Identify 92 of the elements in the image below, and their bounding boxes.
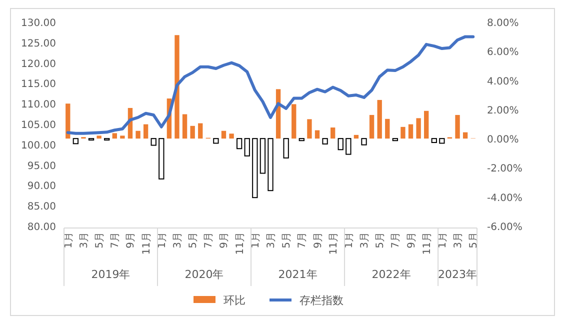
x-tick-label: 9月 (312, 232, 324, 248)
bar (322, 138, 328, 144)
bar (252, 138, 258, 198)
bar (198, 123, 203, 139)
y-tick-label: 85.00 (27, 202, 56, 213)
bar (346, 138, 352, 155)
y-tick-label: 105.00 (21, 120, 56, 131)
y2-tick-label: -6.00% (487, 222, 522, 233)
y-tick-label: 120.00 (21, 58, 56, 70)
y-tick-label: 100.00 (21, 140, 56, 152)
text: 2022年 (372, 268, 411, 281)
x-tick-label: 3月 (453, 232, 464, 248)
x-tick-label: 9月 (406, 232, 418, 248)
x-tick-label: 11月 (141, 232, 152, 255)
bar (330, 127, 336, 139)
legend-label: 存栏指数 (300, 294, 344, 307)
bar (369, 114, 374, 139)
text: 2020年 (184, 268, 224, 281)
bar (283, 138, 289, 158)
legend-label: 环比 (224, 294, 246, 307)
bar (424, 110, 429, 139)
y-tick-label: 110.00 (21, 100, 56, 111)
bar (96, 136, 102, 139)
y2-tick-label: 0.00% (487, 134, 519, 146)
bar (260, 138, 266, 174)
bar (236, 138, 242, 150)
bar (244, 138, 250, 156)
bar (392, 138, 398, 142)
y-tick-label: 95.00 (27, 160, 56, 172)
y2-tick-label: -2.00% (487, 164, 522, 175)
bar (174, 35, 180, 139)
line-series (66, 35, 475, 135)
bar (385, 118, 390, 139)
bar (400, 126, 406, 139)
x-tick-label: 3月 (172, 232, 184, 248)
x-tick-label: 7月 (390, 232, 402, 248)
text: 2023年 (438, 268, 478, 281)
x-tick-label: 3月 (266, 232, 277, 248)
bar (112, 133, 117, 139)
x-tick-label: 9月 (126, 232, 137, 248)
bar (377, 100, 382, 139)
bar (292, 104, 296, 139)
y2-tick-label: 2.00% (487, 105, 519, 116)
x-tick-label: 3月 (360, 232, 371, 248)
x-tick-label: 3月 (78, 232, 90, 248)
text: 2021年 (278, 268, 318, 281)
text: 2019年 (91, 268, 130, 281)
x-tick-label: 7月 (204, 232, 215, 248)
y-tick-label: 125.00 (21, 38, 56, 50)
bar (268, 138, 274, 192)
x-tick-label: 9月 (219, 232, 230, 248)
y2-tick-label: 4.00% (487, 76, 519, 88)
bar (66, 104, 70, 139)
bar (307, 119, 312, 139)
bar (455, 114, 460, 139)
bar (338, 138, 344, 150)
y-tick-label: 90.00 (27, 181, 56, 192)
y-tick-label: 115.00 (21, 79, 56, 90)
bar (72, 138, 79, 144)
bar (158, 138, 164, 180)
bar (408, 124, 414, 139)
bar (221, 130, 226, 139)
bar (182, 114, 188, 139)
x-tick-label: 5月 (188, 232, 200, 248)
bar (213, 138, 219, 144)
y2-tick-label: 6.00% (487, 47, 519, 58)
bar (143, 124, 148, 139)
bar (120, 136, 125, 139)
y2-tick-label: 8.00% (487, 18, 519, 29)
x-tick-label: 7月 (110, 232, 122, 248)
y-tick-label: 130.00 (21, 18, 56, 29)
bar (462, 132, 468, 139)
bar (298, 138, 305, 142)
x-tick-label: 11月 (422, 232, 433, 255)
bar (229, 134, 234, 139)
bar (150, 138, 156, 146)
bar (416, 118, 421, 139)
bar (190, 126, 195, 139)
bar (314, 130, 320, 139)
bar (431, 138, 437, 144)
bar (361, 138, 367, 146)
x-tick-label: 5月 (282, 232, 293, 248)
x-tick-label: 11月 (234, 232, 246, 255)
x-tick-label: 5月 (375, 232, 386, 248)
bar (136, 130, 140, 139)
x-tick-label: 11月 (328, 232, 340, 255)
x-tick-label: 7月 (297, 232, 308, 248)
y2-tick-label: -4.00% (487, 192, 522, 204)
bar (354, 134, 359, 139)
x-tick-label: 5月 (94, 232, 106, 248)
y-tick-label: 80.00 (27, 222, 56, 233)
bar (439, 138, 445, 144)
